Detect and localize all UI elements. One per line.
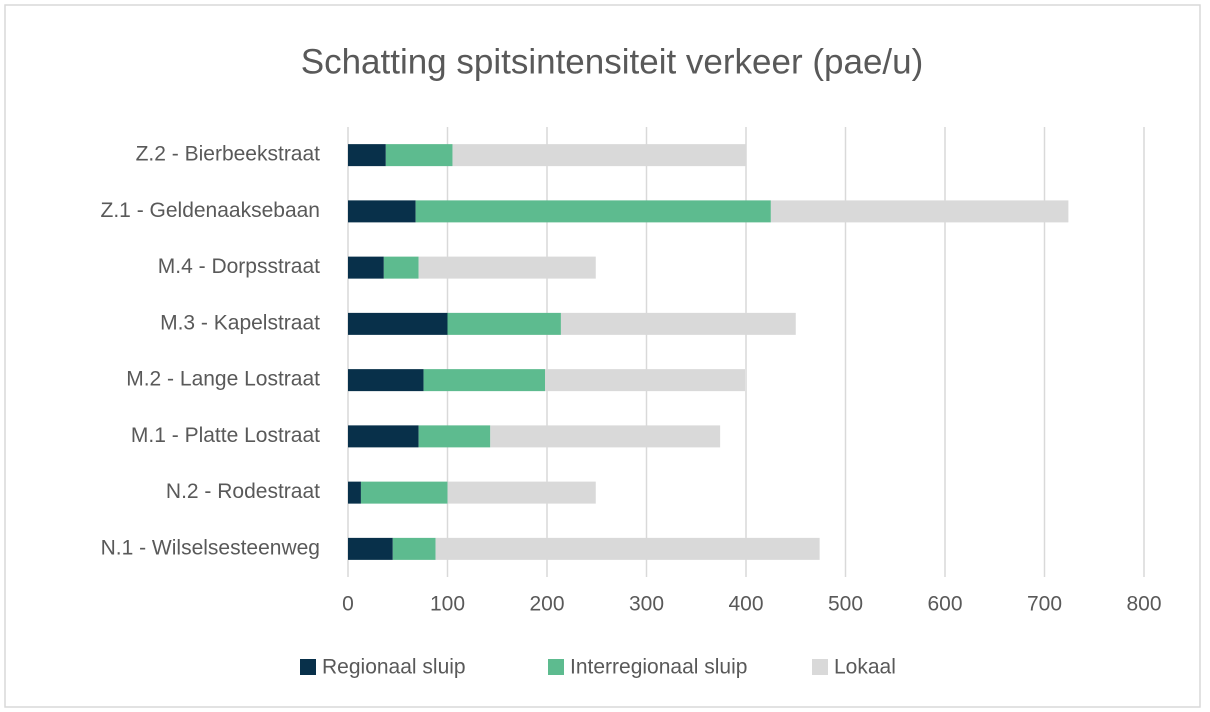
y-tick-label: Z.2 - Bierbeekstraat xyxy=(136,143,321,166)
x-tick-label: 800 xyxy=(1126,593,1161,616)
chart-title: Schatting spitsintensiteit verkeer (pae/… xyxy=(301,42,924,81)
y-tick-label: M.1 - Platte Lostraat xyxy=(131,424,320,447)
bar-segment xyxy=(452,144,746,167)
legend-label: Interregionaal sluip xyxy=(570,656,747,679)
bar-segment xyxy=(348,537,393,560)
bar-segment xyxy=(385,144,453,167)
bar-segment xyxy=(348,425,419,448)
bar-segment xyxy=(435,537,820,560)
legend-label: Regionaal sluip xyxy=(322,656,466,679)
bar-segment xyxy=(770,200,1069,223)
bar-segment xyxy=(418,256,596,279)
x-tick-label: 200 xyxy=(529,593,564,616)
bar-segment xyxy=(348,312,448,335)
bar-segment xyxy=(383,256,419,279)
y-tick-label: N.1 - Wilselsesteenweg xyxy=(101,536,320,559)
bar-segment xyxy=(560,312,796,335)
bar-segment xyxy=(348,144,386,167)
chart-frame xyxy=(4,4,1201,708)
bar-segment xyxy=(348,369,424,392)
y-tick-label: M.2 - Lange Lostraat xyxy=(126,368,320,391)
x-tick-label: 400 xyxy=(728,593,763,616)
legend-swatch xyxy=(812,659,828,675)
legend-label: Lokaal xyxy=(834,656,896,679)
bar-segment xyxy=(360,481,448,504)
x-tick-label: 300 xyxy=(629,593,664,616)
y-tick-label: M.3 - Kapelstraat xyxy=(160,311,320,334)
bar-segment xyxy=(348,256,384,279)
bar-segment xyxy=(418,425,491,448)
x-tick-label: 0 xyxy=(342,593,354,616)
y-tick-label: M.4 - Dorpsstraat xyxy=(158,255,320,278)
legend-swatch xyxy=(548,659,564,675)
bar-segment xyxy=(348,200,416,223)
x-tick-label: 700 xyxy=(1027,593,1062,616)
bar-segment xyxy=(392,537,436,560)
legend-swatch xyxy=(300,659,316,675)
bar-segment xyxy=(490,425,721,448)
bar-segment xyxy=(415,200,771,223)
bar-segment xyxy=(348,481,361,504)
x-tick-label: 500 xyxy=(828,593,863,616)
bar-segment xyxy=(423,369,546,392)
x-tick-label: 600 xyxy=(927,593,962,616)
y-tick-label: N.2 - Rodestraat xyxy=(166,480,320,503)
y-tick-label: Z.1 - Geldenaaksebaan xyxy=(101,199,320,222)
bar-segment xyxy=(447,312,561,335)
x-tick-label: 100 xyxy=(430,593,465,616)
bar-segment xyxy=(447,481,596,504)
bar-segment xyxy=(545,369,746,392)
